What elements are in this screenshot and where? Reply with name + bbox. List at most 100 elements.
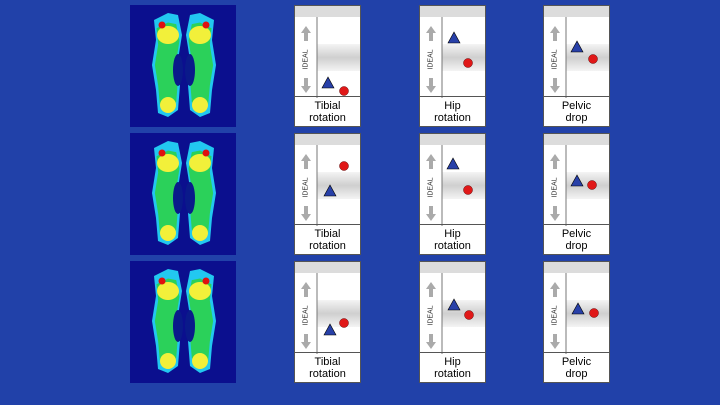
arch: [185, 310, 195, 342]
divider: [565, 273, 567, 354]
gauge-panel: IDEAL Tibial rotation: [294, 5, 361, 127]
triangle-marker: [323, 323, 337, 336]
down-arrow: [550, 78, 560, 93]
gauge: [420, 6, 485, 98]
gauge: [420, 262, 485, 354]
peak: [202, 149, 210, 157]
circle-marker: [587, 180, 597, 190]
ideal-band: [317, 300, 360, 327]
foot-mid: [188, 150, 214, 236]
gauge-panel: IDEAL Pelvic drop: [543, 5, 610, 127]
forefoot-hot: [189, 282, 211, 300]
triangle-marker: [447, 298, 461, 311]
heel-hot: [160, 225, 176, 241]
divider: [441, 17, 443, 98]
down-arrow: [426, 206, 436, 221]
down-arrow: [426, 78, 436, 93]
ideal-label: IDEAL: [551, 49, 559, 70]
forefoot-hot: [189, 154, 211, 172]
gauge-panel: IDEAL Tibial rotation: [294, 261, 361, 383]
top-strip: [420, 134, 485, 145]
divider: [441, 145, 443, 226]
ideal-band: [442, 172, 485, 199]
heel-hot: [192, 225, 208, 241]
gauge-panel: IDEAL Hip rotation: [419, 133, 486, 255]
panel-caption: Hip rotation: [420, 352, 485, 382]
down-arrow: [550, 206, 560, 221]
heel-hot: [192, 97, 208, 113]
ideal-band: [317, 172, 360, 199]
ideal-label: IDEAL: [551, 177, 559, 198]
circle-marker: [339, 161, 349, 171]
ideal-band: [566, 44, 609, 71]
up-arrow: [550, 26, 560, 41]
panel-caption: Pelvic drop: [544, 96, 609, 126]
panel-caption: Tibial rotation: [295, 224, 360, 254]
gauge-panel: IDEAL Hip rotation: [419, 5, 486, 127]
foot-scan: [130, 261, 236, 383]
foot-scan: [130, 5, 236, 127]
gauge-panel: IDEAL Tibial rotation: [294, 133, 361, 255]
top-strip: [544, 134, 609, 145]
ideal-label: IDEAL: [302, 177, 310, 198]
peak: [202, 277, 210, 285]
arch: [173, 54, 183, 86]
circle-marker: [339, 318, 349, 328]
panel-caption: Pelvic drop: [544, 224, 609, 254]
divider: [565, 17, 567, 98]
circle-marker: [589, 308, 599, 318]
up-arrow: [301, 26, 311, 41]
gauge: [295, 134, 360, 226]
arch: [185, 182, 195, 214]
heel-hot: [192, 353, 208, 369]
foot-mid: [188, 22, 214, 108]
up-arrow: [550, 154, 560, 169]
up-arrow: [426, 282, 436, 297]
foot-mid: [154, 150, 180, 236]
heel-hot: [160, 97, 176, 113]
ideal-label: IDEAL: [302, 305, 310, 326]
panel-caption: Hip rotation: [420, 224, 485, 254]
forefoot-hot: [189, 26, 211, 44]
forefoot-hot: [157, 26, 179, 44]
scan-bg: [130, 5, 236, 127]
up-arrow: [426, 26, 436, 41]
forefoot-hot: [157, 282, 179, 300]
arch: [185, 54, 195, 86]
arch: [173, 182, 183, 214]
panel-caption: Tibial rotation: [295, 352, 360, 382]
triangle-marker: [446, 157, 460, 170]
scan-bg: [130, 133, 236, 255]
peak: [158, 277, 166, 285]
circle-marker: [463, 58, 473, 68]
foot-mid: [154, 278, 180, 364]
heel-hot: [160, 353, 176, 369]
scan-bg: [130, 261, 236, 383]
triangle-marker: [570, 40, 584, 53]
circle-marker: [339, 86, 349, 96]
gauge-panel: IDEAL Pelvic drop: [543, 261, 610, 383]
circle-marker: [463, 185, 473, 195]
triangle-marker: [321, 76, 335, 89]
ideal-label: IDEAL: [427, 49, 435, 70]
down-arrow: [550, 334, 560, 349]
ideal-label: IDEAL: [551, 305, 559, 326]
panel-caption: Tibial rotation: [295, 96, 360, 126]
top-strip: [295, 134, 360, 145]
ideal-label: IDEAL: [427, 177, 435, 198]
ideal-label: IDEAL: [302, 49, 310, 70]
divider: [316, 273, 318, 354]
panel-caption: Pelvic drop: [544, 352, 609, 382]
gauge: [420, 134, 485, 226]
circle-marker: [464, 310, 474, 320]
foot-mid: [188, 278, 214, 364]
panel-caption: Hip rotation: [420, 96, 485, 126]
foot-mid: [154, 22, 180, 108]
foot-scan: [130, 133, 236, 255]
triangle-marker: [447, 31, 461, 44]
triangle-marker: [570, 174, 584, 187]
gauge: [544, 6, 609, 98]
up-arrow: [426, 154, 436, 169]
circle-marker: [588, 54, 598, 64]
